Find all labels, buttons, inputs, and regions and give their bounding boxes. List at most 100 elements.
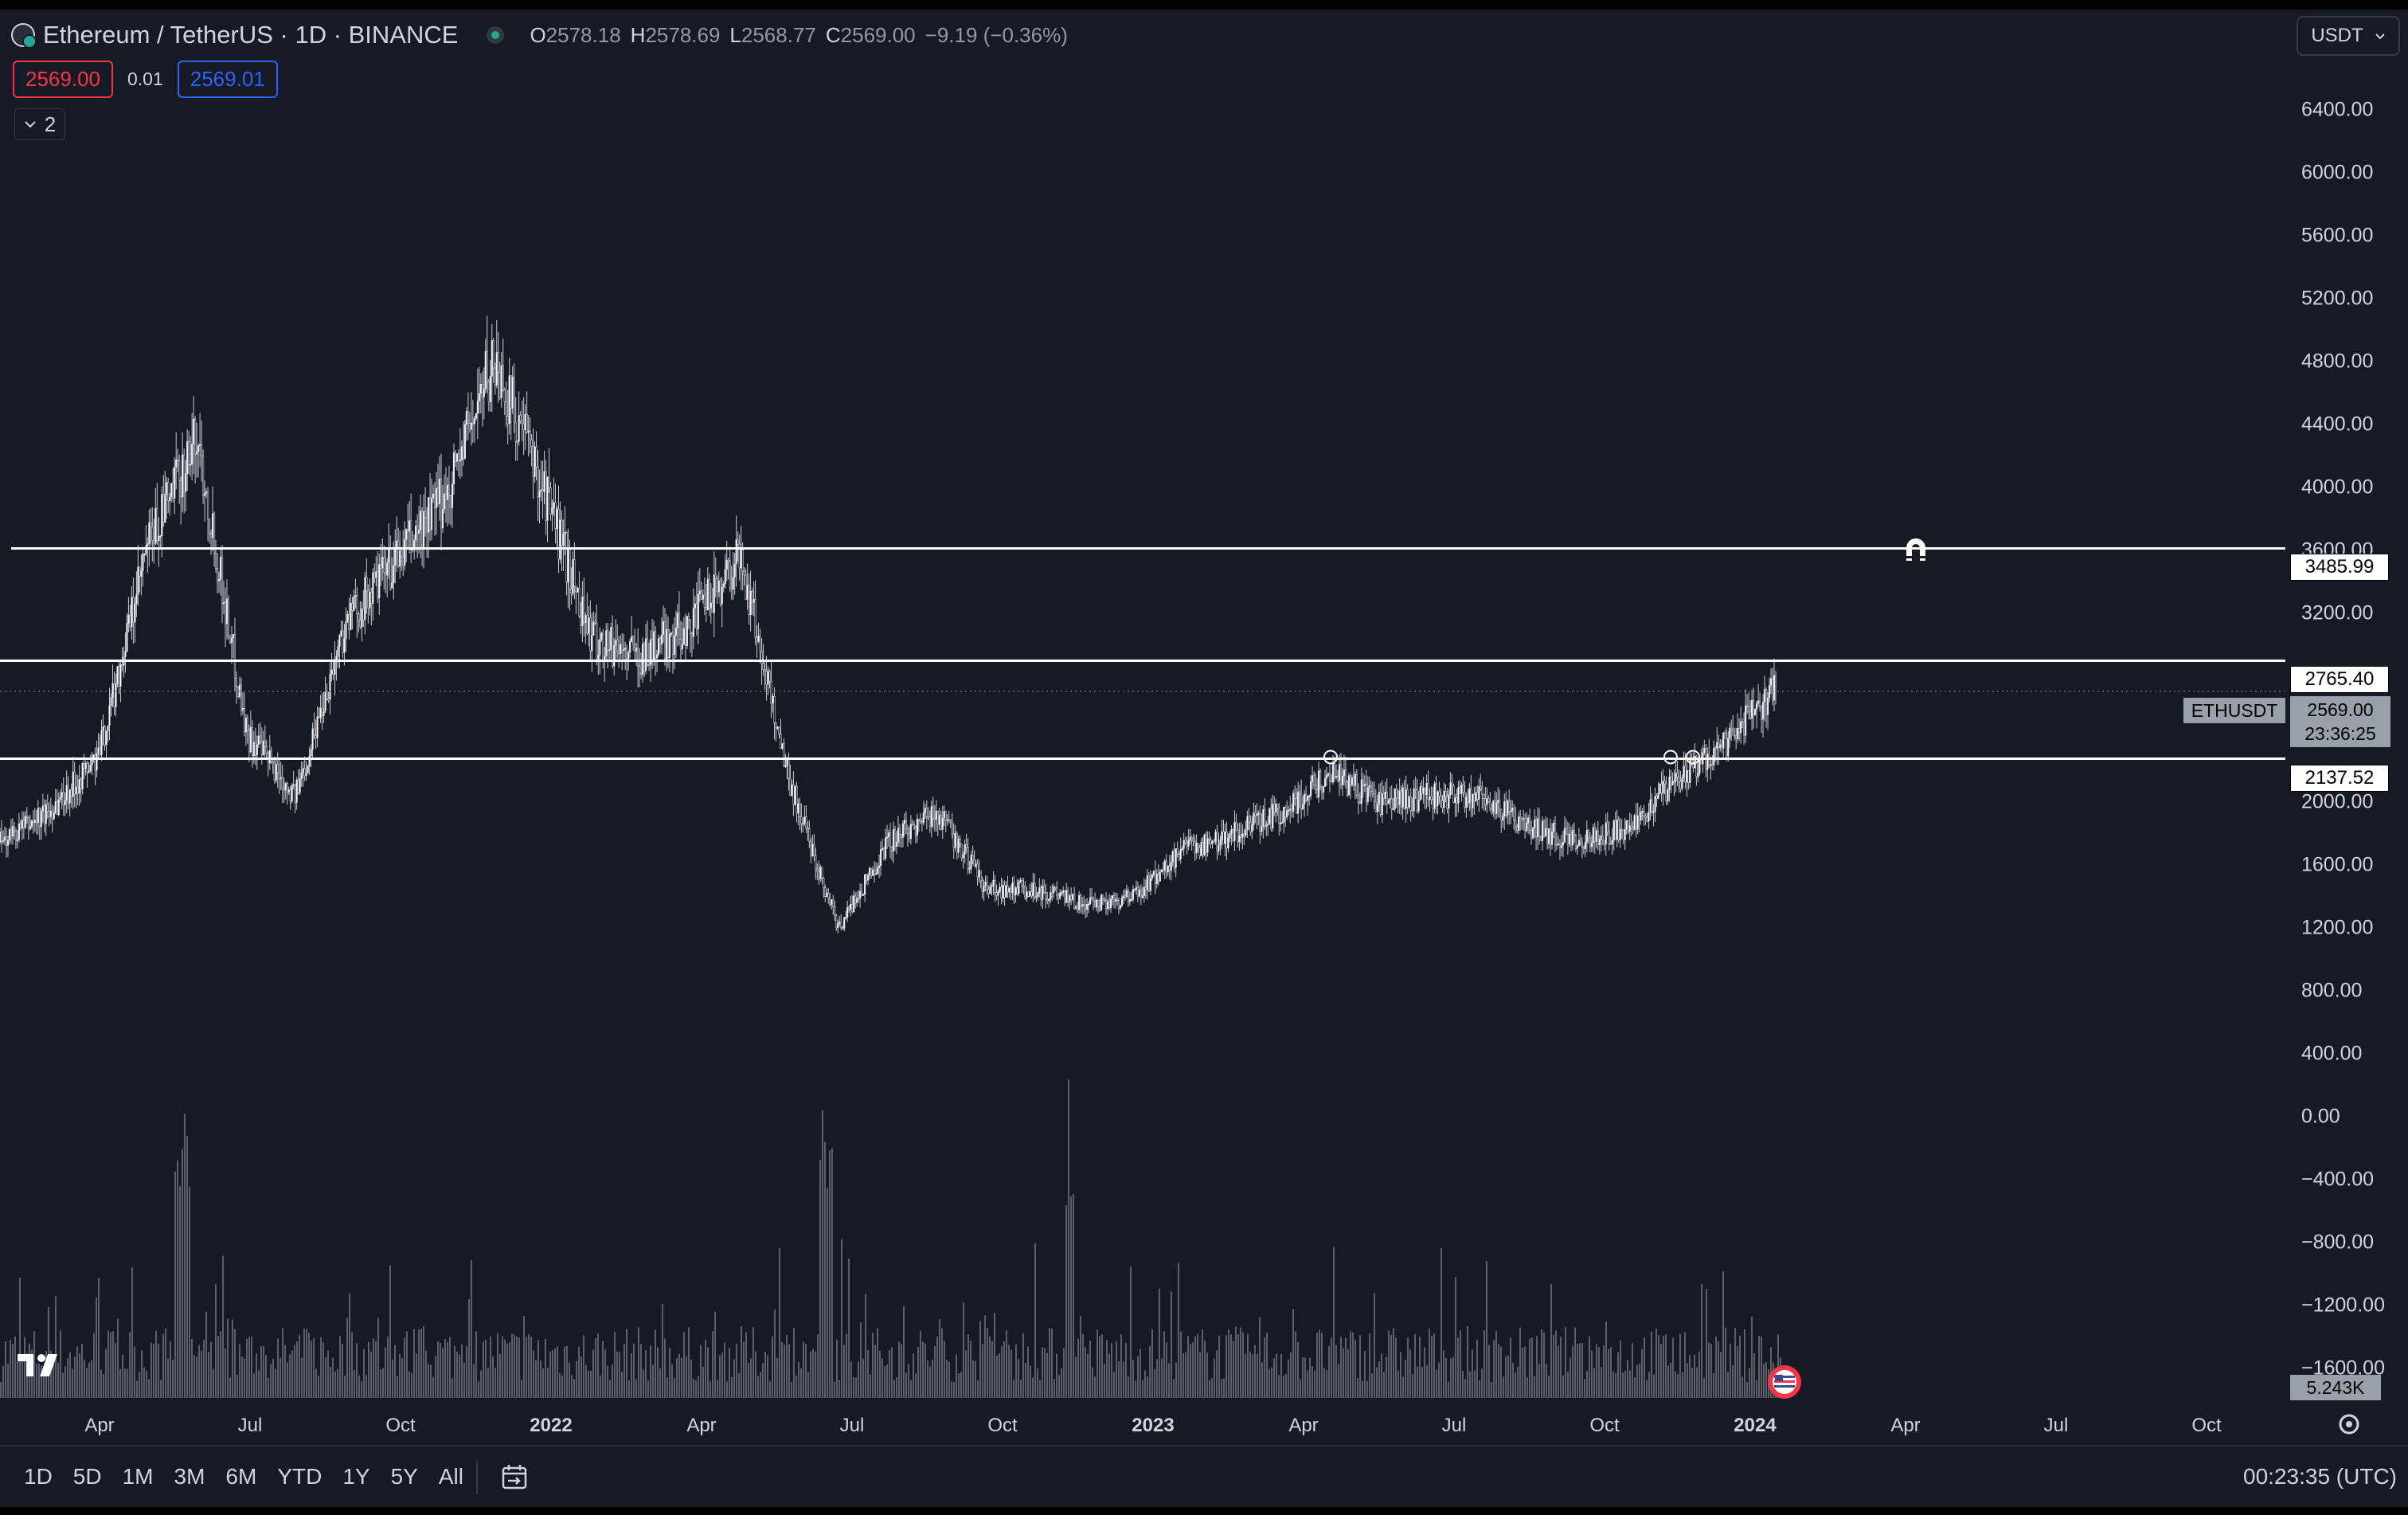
settings-gear-icon[interactable]: [2336, 1411, 2362, 1437]
volume-bar: [1092, 1367, 1093, 1398]
volume-bar: [1192, 1342, 1194, 1398]
candle-body: [1002, 885, 1004, 898]
volume-bar: [1510, 1337, 1511, 1398]
volume-bar: [1567, 1372, 1569, 1398]
candle-body: [38, 808, 41, 828]
candle-body: [332, 669, 334, 675]
candle-body: [954, 832, 956, 848]
candle-body: [1124, 895, 1127, 898]
volume-bar: [483, 1341, 484, 1398]
volume-bar: [1364, 1350, 1366, 1398]
candle-body: [613, 645, 616, 667]
candle-body: [229, 636, 232, 643]
candle-body: [1173, 851, 1175, 868]
tradingview-logo[interactable]: [16, 1351, 67, 1380]
price-tick-label: 4400.00: [2301, 413, 2374, 436]
candle-body: [1200, 842, 1202, 856]
volume-bar: [1646, 1380, 1648, 1398]
volume-bar: [1008, 1345, 1010, 1398]
volume-bar: [1581, 1343, 1583, 1398]
candle-body: [1111, 895, 1114, 899]
candle-body: [1069, 895, 1071, 902]
price-tick-label: 1600.00: [2301, 853, 2374, 876]
candle-body: [1670, 777, 1672, 785]
candle-body: [334, 661, 336, 675]
volume-bar: [1371, 1372, 1373, 1398]
candle-body: [612, 627, 614, 667]
candle-body: [321, 707, 323, 716]
candle-body: [626, 648, 628, 660]
volume-bar: [1302, 1356, 1304, 1398]
magnet-icon[interactable]: [1902, 535, 1930, 564]
currency-select[interactable]: USDT: [2297, 16, 2400, 56]
volume-bar: [1209, 1380, 1210, 1398]
candle-body: [1558, 844, 1562, 848]
candle-body: [584, 615, 587, 624]
candle-body: [1507, 801, 1509, 816]
candle-body: [1046, 898, 1049, 902]
range-6m-button[interactable]: 6M: [225, 1464, 257, 1489]
symbol-title[interactable]: Ethereum / TetherUS · 1D · BINANCE: [43, 21, 459, 49]
volume-bar: [1278, 1375, 1280, 1398]
time-tick-label: Oct: [2191, 1415, 2222, 1436]
candle-body: [1760, 707, 1763, 720]
price-chart[interactable]: [0, 10, 2285, 1403]
candle-body: [1511, 808, 1514, 812]
candle-body: [1582, 847, 1585, 849]
candle-body: [230, 637, 233, 643]
volume-bar: [100, 1369, 102, 1398]
candle-body: [233, 634, 236, 679]
high-value: 2578.69: [645, 22, 721, 47]
market-status-icon[interactable]: [487, 26, 505, 44]
volume-bar: [14, 1336, 16, 1398]
candle-body: [1341, 775, 1344, 785]
range-1d-button[interactable]: 1D: [24, 1464, 53, 1489]
volume-bar: [389, 1265, 391, 1398]
volume-bar: [936, 1337, 938, 1398]
go-to-date-icon[interactable]: [500, 1462, 529, 1491]
candle-body: [1748, 706, 1750, 713]
indicators-toggle[interactable]: 2: [14, 108, 65, 140]
economic-event-icon[interactable]: [1766, 1364, 1803, 1400]
candle-body: [1149, 878, 1151, 891]
candle-body: [440, 478, 443, 529]
candle-body: [936, 811, 939, 825]
sell-button[interactable]: 2569.00: [13, 61, 113, 98]
volume-bar: [855, 1377, 857, 1398]
candle-body: [268, 750, 271, 764]
candle-body: [451, 483, 454, 508]
candle-body: [0, 832, 3, 842]
volume-bar: [1555, 1330, 1557, 1398]
range-1y-button[interactable]: 1Y: [342, 1464, 370, 1489]
candle-body: [1660, 783, 1663, 794]
candle-body: [978, 870, 980, 878]
range-5d-button[interactable]: 5D: [72, 1464, 102, 1489]
range-1m-button[interactable]: 1M: [122, 1464, 154, 1489]
buy-button[interactable]: 2569.01: [177, 61, 278, 98]
candle-body: [843, 917, 846, 929]
range-3m-button[interactable]: 3M: [174, 1464, 205, 1489]
range-ytd-button[interactable]: YTD: [277, 1464, 322, 1489]
candle-body: [3, 836, 6, 841]
candle-body: [1467, 797, 1469, 804]
candle-body: [170, 483, 173, 498]
candle-body: [479, 384, 482, 394]
volume-bar: [755, 1351, 756, 1398]
candle-body: [832, 899, 835, 907]
candle-body: [905, 820, 908, 830]
candle-body: [781, 743, 784, 749]
candle-body: [738, 543, 741, 569]
candle-body: [40, 811, 42, 828]
candle-body: [1562, 841, 1565, 846]
volume-bar: [707, 1347, 709, 1398]
volume-bar: [1739, 1335, 1741, 1398]
utc-clock[interactable]: 00:23:35 (UTC): [2243, 1464, 2397, 1489]
range-5y-button[interactable]: 5Y: [390, 1464, 418, 1489]
volume-bar: [607, 1365, 608, 1398]
candle-body: [607, 630, 609, 651]
volume-bar: [96, 1297, 97, 1398]
candle-body: [433, 493, 436, 508]
volume-bar: [1388, 1330, 1390, 1398]
volume-bar: [1493, 1340, 1495, 1398]
range-all-button[interactable]: All: [438, 1464, 463, 1489]
